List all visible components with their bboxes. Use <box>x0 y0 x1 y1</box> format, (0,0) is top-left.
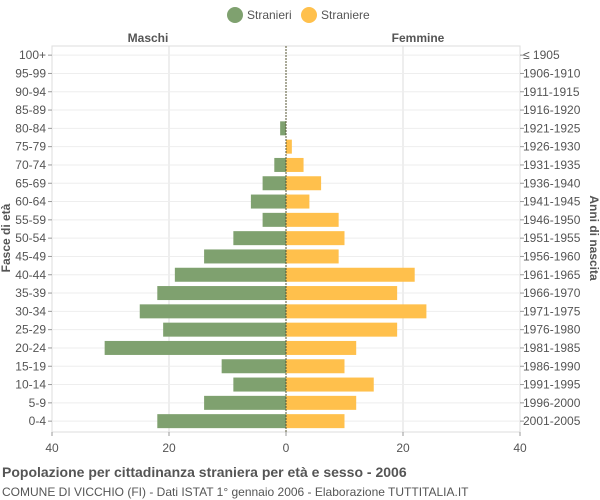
bar-stranieri-60-64 <box>250 194 286 209</box>
bar-straniere-70-74 <box>286 157 304 172</box>
bar-straniere-20-24 <box>286 340 357 355</box>
age-label: 5-9 <box>29 396 47 410</box>
y-axis-title-left: Fasce di età <box>0 203 13 272</box>
population-pyramid-chart: 100+ ≤ 1905 95-99 1906-1910 90-94 1911-1915 85… <box>0 7 600 455</box>
birth-year-label: 1946-1950 <box>523 213 581 227</box>
bar-stranieri-20-24 <box>104 340 287 355</box>
birth-year-label: 1951-1955 <box>523 231 581 245</box>
age-label: 50-54 <box>15 231 46 245</box>
bar-stranieri-70-74 <box>274 157 286 172</box>
x-tick-label: 40 <box>45 441 59 455</box>
birth-year-label: 1926-1930 <box>523 140 581 154</box>
y-axis-title-right: Anni di nascita <box>587 195 600 281</box>
bar-stranieri-45-49 <box>204 249 286 264</box>
bar-stranieri-50-54 <box>233 231 286 246</box>
birth-year-label: 1976-1980 <box>523 323 581 337</box>
age-label: 80-84 <box>15 121 46 135</box>
bar-straniere-50-54 <box>286 231 345 246</box>
x-tick-label: 20 <box>396 441 410 455</box>
bar-stranieri-55-59 <box>262 212 286 227</box>
age-label: 65-69 <box>15 176 46 190</box>
age-label: 15-19 <box>15 359 46 373</box>
bar-stranieri-65-69 <box>262 176 286 191</box>
age-label: 90-94 <box>15 85 46 99</box>
bar-stranieri-5-9 <box>204 395 286 410</box>
legend-label-stranieri: Stranieri <box>247 8 292 22</box>
age-label: 55-59 <box>15 213 46 227</box>
birth-year-label: 1906-1910 <box>523 66 581 80</box>
bar-stranieri-80-84 <box>280 121 286 136</box>
birth-year-label: 1991-1995 <box>523 378 581 392</box>
bar-straniere-75-79 <box>286 139 292 154</box>
bar-straniere-15-19 <box>286 359 345 374</box>
bar-straniere-25-29 <box>286 322 398 337</box>
bar-straniere-60-64 <box>286 194 310 209</box>
chart-title: Popolazione per cittadinanza straniera p… <box>2 464 407 480</box>
bar-stranieri-0-4 <box>157 414 286 429</box>
birth-year-label: 1986-1990 <box>523 359 581 373</box>
age-label: 45-49 <box>15 249 46 263</box>
age-label: 85-89 <box>15 103 46 117</box>
bar-straniere-65-69 <box>286 176 322 191</box>
age-label: 70-74 <box>15 158 46 172</box>
birth-year-label: 1971-1975 <box>523 304 581 318</box>
bar-stranieri-15-19 <box>221 359 286 374</box>
bar-straniere-35-39 <box>286 286 398 301</box>
age-label: 35-39 <box>15 286 46 300</box>
chart-subtitle: COMUNE DI VICCHIO (FI) - Dati ISTAT 1° g… <box>2 485 469 499</box>
bar-stranieri-40-44 <box>174 267 286 282</box>
age-label: 40-44 <box>15 268 46 282</box>
x-tick-label: 20 <box>162 441 176 455</box>
age-label: 10-14 <box>15 378 46 392</box>
birth-year-label: 1936-1940 <box>523 176 581 190</box>
bar-stranieri-30-34 <box>139 304 286 319</box>
x-tick-label: 0 <box>283 441 290 455</box>
birth-year-label: 1961-1965 <box>523 268 581 282</box>
age-label: 95-99 <box>15 66 46 80</box>
birth-year-label: 1981-1985 <box>523 341 581 355</box>
right-header: Femmine <box>392 31 445 45</box>
x-tick-label: 40 <box>513 441 527 455</box>
legend-marker-stranieri <box>227 7 243 23</box>
bar-straniere-40-44 <box>286 267 415 282</box>
age-label: 20-24 <box>15 341 46 355</box>
age-label: 30-34 <box>15 304 46 318</box>
birth-year-label: 1921-1925 <box>523 121 581 135</box>
birth-year-label: 2001-2005 <box>523 414 581 428</box>
bar-stranieri-35-39 <box>157 286 286 301</box>
bar-straniere-10-14 <box>286 377 374 392</box>
age-label: 75-79 <box>15 140 46 154</box>
legend-label-straniere: Straniere <box>321 8 370 22</box>
bar-straniere-0-4 <box>286 414 345 429</box>
bar-stranieri-10-14 <box>233 377 286 392</box>
birth-year-label: 1911-1915 <box>523 85 580 99</box>
left-header: Maschi <box>128 31 169 45</box>
birth-year-label: ≤ 1905 <box>523 48 560 62</box>
birth-year-label: 1956-1960 <box>523 249 581 263</box>
birth-year-label: 1941-1945 <box>523 195 581 209</box>
birth-year-label: 1916-1920 <box>523 103 581 117</box>
bar-straniere-45-49 <box>286 249 339 264</box>
age-label: 25-29 <box>15 323 46 337</box>
legend-marker-straniere <box>301 7 317 23</box>
birth-year-label: 1996-2000 <box>523 396 581 410</box>
bar-straniere-55-59 <box>286 212 339 227</box>
birth-year-label: 1931-1935 <box>523 158 581 172</box>
bar-straniere-30-34 <box>286 304 427 319</box>
birth-year-label: 1966-1970 <box>523 286 581 300</box>
age-label: 100+ <box>19 48 46 62</box>
age-label: 0-4 <box>29 414 47 428</box>
age-label: 60-64 <box>15 195 46 209</box>
bar-straniere-5-9 <box>286 395 357 410</box>
bar-stranieri-25-29 <box>163 322 286 337</box>
